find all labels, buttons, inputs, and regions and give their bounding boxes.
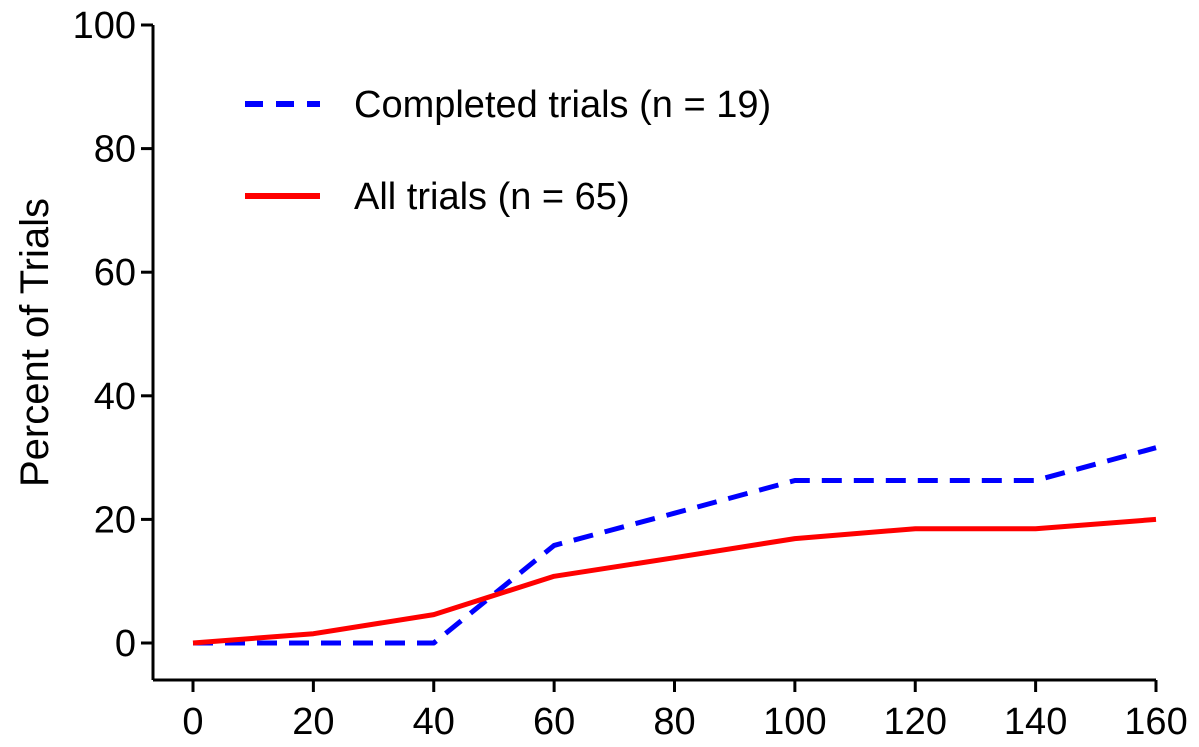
- legend-label: All trials (n = 65): [354, 176, 630, 218]
- x-tick-label: 80: [653, 701, 695, 743]
- x-tick-label: 140: [1004, 701, 1067, 743]
- series-layer: [192, 445, 1157, 646]
- series-line-2: [192, 516, 1157, 646]
- legend-label: Completed trials (n = 19): [354, 84, 771, 126]
- y-tick-label: 20: [94, 499, 136, 541]
- y-axis-title: Percent of Trials: [13, 198, 57, 487]
- x-tick-label: 120: [884, 701, 947, 743]
- y-ticks: 0 20 40 60 80 100: [73, 5, 153, 665]
- x-tick-label: 60: [533, 701, 575, 743]
- x-tick-label: 20: [292, 701, 334, 743]
- y-tick-label: 80: [94, 129, 136, 171]
- x-tick-label: 0: [182, 701, 203, 743]
- y-tick-label: 0: [115, 623, 136, 665]
- y-tick-label: 40: [94, 376, 136, 418]
- x-ticks: 0 20 40 60 80 100 120 140 160: [182, 680, 1188, 743]
- series-line-1: [193, 445, 1157, 646]
- legend: Completed trials (n = 19) All trials (n =…: [245, 84, 771, 218]
- x-tick-label: 160: [1124, 701, 1187, 743]
- x-tick-label: 40: [413, 701, 455, 743]
- y-tick-label: 100: [73, 5, 136, 47]
- axes: 0 20 40 60 80 100 0 20 40 60 80 100 120 140 160: [73, 5, 1188, 743]
- x-tick-label: 100: [763, 701, 826, 743]
- y-tick-label: 60: [94, 252, 136, 294]
